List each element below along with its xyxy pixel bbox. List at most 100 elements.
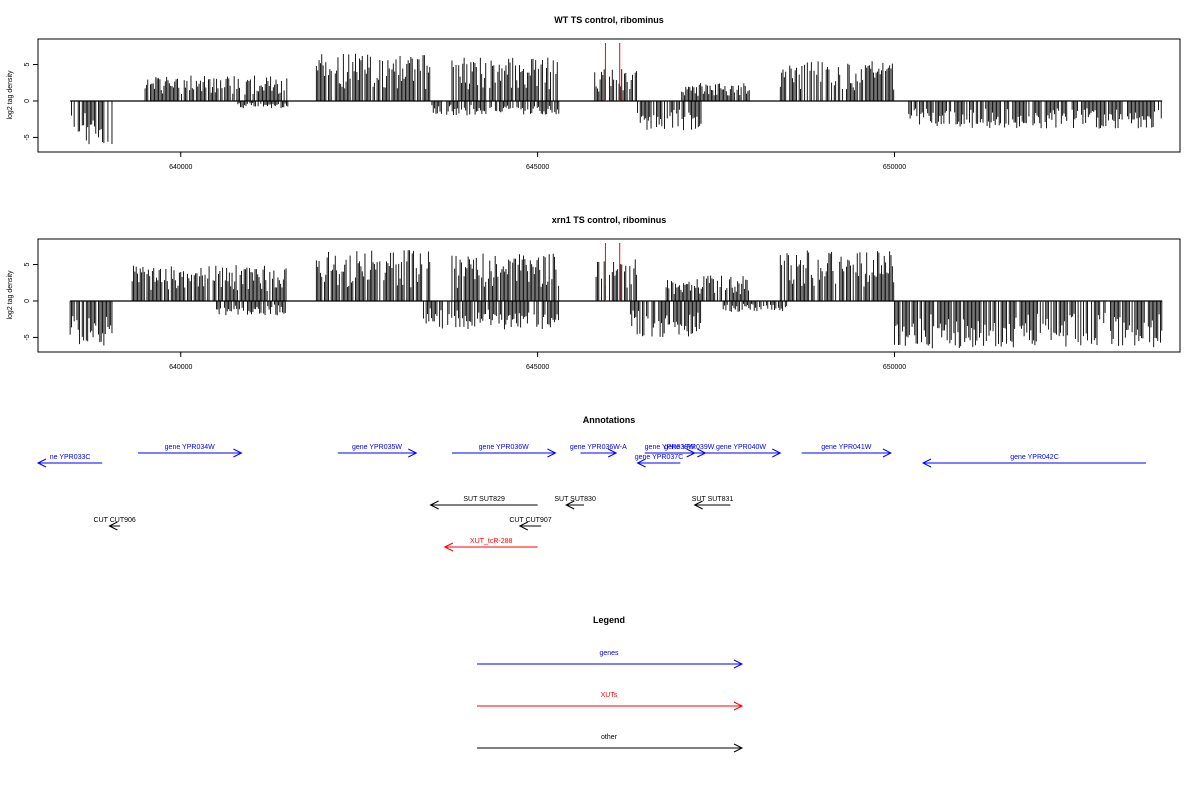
y-tick-label: 0 bbox=[24, 99, 31, 103]
feature-label: SUT SUT830 bbox=[554, 496, 596, 503]
minus-strand-segment bbox=[237, 100, 289, 109]
y-tick-label: -5 bbox=[24, 334, 31, 340]
plus-strand-segment bbox=[315, 53, 431, 101]
axes-group: 640000 645000 650000 -5 0 5 bbox=[24, 43, 1163, 171]
annotation-gene: gene YPR036W bbox=[451, 444, 557, 458]
annotation-gene: gene YPR042C bbox=[921, 454, 1146, 468]
panel-title: WT TS control, ribominus bbox=[554, 15, 664, 25]
minus-strand-segment bbox=[637, 100, 702, 131]
panel-xrn1: xrn1 TS control, ribominus log2 tag dens… bbox=[7, 215, 1181, 371]
legend-label: genes bbox=[599, 650, 619, 657]
x-tick-label: 650000 bbox=[883, 164, 906, 171]
feature-label: gene YPR036W-A bbox=[570, 444, 627, 451]
legend-label: other bbox=[601, 734, 618, 741]
arrow-head-icon bbox=[233, 448, 243, 458]
plus-strand-segment bbox=[665, 275, 749, 301]
plus-strand-segment bbox=[131, 265, 287, 301]
legend-item-gene: genes bbox=[477, 650, 744, 669]
y-axis-label: log2 tag density bbox=[7, 70, 14, 120]
plot-frame bbox=[37, 38, 1181, 153]
feature-label: gene YPR040W bbox=[716, 444, 766, 451]
annotation-other: CUT CUT907 bbox=[509, 517, 552, 531]
minus-strand-segment bbox=[629, 300, 702, 337]
arrow-head-icon bbox=[733, 701, 744, 711]
arrow-head-icon bbox=[408, 448, 418, 458]
feature-label: gene YPR039W bbox=[664, 444, 714, 451]
x-tick-label: 645000 bbox=[526, 164, 549, 171]
arrow-head-icon bbox=[772, 448, 782, 458]
feature-label: SUT SUT829 bbox=[463, 496, 505, 503]
arrow-head-icon bbox=[443, 542, 454, 552]
arrow-head-icon bbox=[547, 448, 557, 458]
arrow-head-icon bbox=[607, 448, 618, 458]
annotation-other: SUT SUT829 bbox=[429, 496, 538, 510]
x-tick-label: 640000 bbox=[169, 164, 192, 171]
arrow-head-icon bbox=[693, 500, 703, 510]
arrow-head-icon bbox=[429, 500, 439, 510]
annotation-other: SUT SUT830 bbox=[554, 496, 596, 510]
minus-strand-segment bbox=[69, 300, 113, 346]
y-tick-label: -5 bbox=[24, 134, 31, 140]
legend-label: XUTs bbox=[601, 692, 618, 699]
arrow-head-icon bbox=[108, 521, 118, 531]
minus-strand-segment bbox=[894, 300, 1163, 349]
feature-label: gene YPR042C bbox=[1010, 454, 1059, 461]
minus-strand-segment bbox=[908, 100, 1162, 129]
minus-strand-segment bbox=[215, 300, 286, 316]
x-tick-label: 650000 bbox=[883, 364, 906, 371]
plus-strand-segment bbox=[315, 250, 431, 301]
x-tick-label: 640000 bbox=[169, 364, 192, 371]
panel-wt: WT TS control, ribominus log2 tag densit… bbox=[7, 15, 1181, 171]
arrow-head-icon bbox=[882, 448, 893, 458]
y-tick-label: 5 bbox=[24, 262, 31, 266]
plus-strand-segment bbox=[779, 250, 895, 301]
feature-label: SUT SUT831 bbox=[692, 496, 734, 503]
minus-strand-segment bbox=[722, 300, 788, 312]
x-tick-label: 645000 bbox=[526, 364, 549, 371]
minus-strand-segment bbox=[431, 100, 560, 116]
bars-group bbox=[71, 53, 1162, 145]
plus-strand-segment bbox=[451, 57, 558, 101]
annotation-gene: gene YPR034W bbox=[137, 444, 243, 458]
arrow-head-icon bbox=[921, 458, 932, 468]
annotation-gene: ne YPR033C bbox=[36, 454, 103, 468]
feature-label: CUT CUT906 bbox=[94, 517, 136, 524]
feature-label: CUT CUT907 bbox=[509, 517, 551, 524]
annotation-gene: gene YPR036W-A bbox=[570, 444, 627, 458]
feature-label: gene YPR041W bbox=[821, 444, 871, 451]
annotations-track: Annotations ne YPR033C gene YPR034W gene Y… bbox=[36, 415, 1146, 552]
y-axis-label: log2 tag density bbox=[7, 270, 14, 320]
annotation-other: SUT SUT831 bbox=[692, 496, 734, 510]
feature-label: ne YPR033C bbox=[50, 454, 91, 461]
legend-item-xut: XUTs bbox=[477, 692, 744, 711]
annotation-gene: gene YPR040W bbox=[701, 444, 782, 458]
feature-label: gene YPR036W bbox=[479, 444, 529, 451]
legend-title: Legend bbox=[593, 615, 625, 625]
annotation-gene: gene YPR041W bbox=[801, 444, 893, 458]
bars-group bbox=[69, 250, 1163, 349]
plus-strand-segment bbox=[451, 253, 560, 301]
plus-strand-segment bbox=[779, 61, 895, 101]
feature-label: XUT_tcR-288 bbox=[470, 538, 513, 545]
arrow-head-icon bbox=[36, 458, 47, 468]
legend-items: genes XUTs other bbox=[477, 650, 744, 753]
annotations-title: Annotations bbox=[583, 415, 636, 425]
plus-strand-segment bbox=[594, 69, 638, 101]
feature-label: gene YPR034W bbox=[165, 444, 215, 451]
legend: Legend genes XUTs other bbox=[477, 615, 744, 753]
minus-strand-segment bbox=[71, 100, 113, 145]
plot-frame bbox=[37, 238, 1181, 353]
annotation-gene: gene YPR037C bbox=[635, 454, 683, 468]
arrow-head-icon bbox=[636, 458, 646, 468]
panel-title: xrn1 TS control, ribominus bbox=[552, 215, 667, 225]
annotation-other: CUT CUT906 bbox=[94, 517, 136, 531]
y-tick-label: 0 bbox=[24, 299, 31, 303]
minus-strand-segment bbox=[422, 300, 559, 330]
legend-item-other: other bbox=[477, 734, 744, 753]
arrow-head-icon bbox=[733, 743, 744, 753]
annotation-xut: XUT_tcR-288 bbox=[443, 538, 538, 552]
axes-group: 640000 645000 650000 -5 0 5 bbox=[24, 243, 1163, 371]
arrow-head-icon bbox=[733, 659, 744, 669]
